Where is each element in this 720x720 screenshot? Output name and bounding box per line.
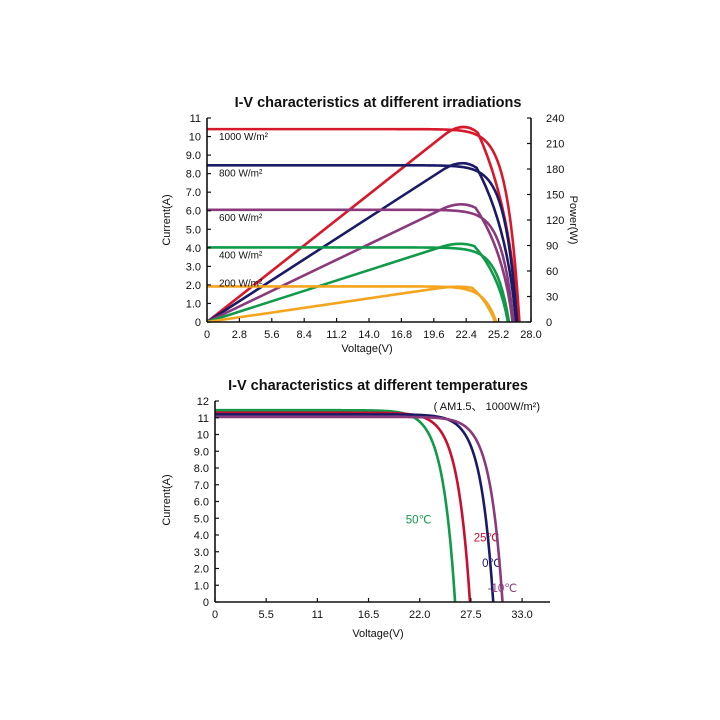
- irradiation-chart-axes: 0 2.8 5.6 8.4 11.2 14.0 16.8 19.6 22.4 25.2 28.001…: [186, 113, 565, 341]
- iv-curve-10: [215, 415, 504, 603]
- x-tick-label: 2.8: [232, 329, 247, 341]
- y2-tick-label: 210: [546, 139, 564, 151]
- x-tick-label: 0: [212, 609, 218, 621]
- x-tick-label: 11: [312, 609, 323, 621]
- irradiation-chart-y2-label: Power(W): [567, 196, 579, 245]
- temperature-chart-series: 50℃ 25℃ 0℃ -10℃: [215, 408, 518, 603]
- temperature-chart-y-label: Current(A): [161, 474, 173, 525]
- series-label-1000-w-m: 1000 W/m²: [219, 132, 269, 143]
- x-tick-label: 8.4: [297, 329, 312, 341]
- x-tick-label: 19.6: [423, 329, 444, 341]
- iv-curve-25: [215, 411, 472, 603]
- y2-tick-label: 90: [546, 241, 558, 253]
- x-tick-label: 16.8: [391, 329, 412, 341]
- power-curve-600-w-m: [206, 203, 514, 324]
- y-tick-label: 8.0: [186, 169, 201, 181]
- y-tick-label: 5.0: [186, 224, 201, 236]
- x-tick-label: 22.0: [409, 609, 430, 621]
- y-tick-label: 5.0: [194, 513, 209, 525]
- y-tick-label: 4.0: [194, 530, 209, 542]
- irradiation-chart-x-label: Voltage(V): [341, 343, 392, 355]
- y2-tick-label: 150: [546, 190, 564, 202]
- y-tick-label: 0: [195, 317, 201, 329]
- y2-tick-label: 240: [546, 113, 564, 125]
- series-label-200-w-m: 200 W/m²: [219, 278, 263, 289]
- iv-curve-0: [215, 413, 495, 603]
- y-tick-label: 9.0: [194, 446, 209, 458]
- y-tick-label: 12: [197, 396, 209, 408]
- y-tick-label: 0: [203, 597, 209, 609]
- irradiation-chart: I-V characteristics at different irradia…: [161, 95, 579, 355]
- series-label-10: -10℃: [488, 583, 518, 595]
- x-tick-label: 0: [204, 329, 210, 341]
- power-curve-400-w-m: [206, 242, 510, 324]
- x-tick-label: 25.2: [488, 329, 509, 341]
- power-curve-800-w-m: [206, 161, 518, 324]
- y2-tick-label: 30: [546, 292, 558, 304]
- series-label-800-w-m: 800 W/m²: [219, 168, 263, 179]
- temperature-chart-axes: 0 5.5 11 16.5 22.0 27.5 33.0 0 1.0 2.0 3.0 4.0 5.0 6.…: [194, 396, 550, 621]
- iv-curve-600-w-m: [207, 208, 515, 323]
- series-label-25: 25℃: [474, 533, 500, 545]
- temperature-chart: I-V characteristics at different tempera…: [161, 378, 550, 640]
- y-tick-label: 2.0: [186, 280, 201, 292]
- y2-tick-label: 120: [546, 215, 564, 227]
- y-tick-label: 11: [190, 113, 201, 125]
- series-label-0: 0℃: [482, 558, 501, 570]
- x-tick-label: 5.6: [264, 329, 279, 341]
- iv-curve-400-w-m: [207, 246, 511, 323]
- iv-curve-50: [215, 408, 457, 603]
- x-tick-label: 11.2: [326, 329, 347, 341]
- series-label-600-w-m: 600 W/m²: [219, 213, 263, 224]
- irradiation-chart-y-label: Current(A): [161, 194, 173, 245]
- x-tick-label: 33.0: [511, 609, 532, 621]
- y2-tick-label: 180: [546, 164, 564, 176]
- x-tick-label: 27.5: [460, 609, 481, 621]
- x-tick-label: 14.0: [358, 329, 379, 341]
- y-tick-label: 7.0: [194, 480, 209, 492]
- temperature-chart-x-label: Voltage(V): [352, 628, 403, 640]
- y-tick-label: 10: [197, 430, 209, 442]
- y-tick-label: 7.0: [186, 187, 201, 199]
- series-label-400-w-m: 400 W/m²: [219, 250, 263, 261]
- irradiation-chart-series: 1000 W/m² 800 W/m² 600 W/m² 400 W/m² 200 W/m…: [206, 125, 521, 324]
- y-tick-label: 6.0: [186, 206, 201, 218]
- y-tick-label: 10: [189, 132, 201, 144]
- x-tick-label: 5.5: [259, 609, 274, 621]
- y-tick-label: 3.0: [186, 261, 201, 273]
- irradiation-chart-title: I-V characteristics at different irradia…: [235, 95, 522, 111]
- y-tick-label: 1.0: [186, 298, 201, 310]
- iv-curve-800-w-m: [207, 163, 519, 323]
- y-tick-label: 3.0: [194, 547, 209, 559]
- y-tick-label: 9.0: [186, 150, 201, 162]
- y-tick-label: 11: [198, 413, 209, 425]
- y2-tick-label: 60: [546, 266, 558, 278]
- series-label-50: 50℃: [406, 514, 432, 526]
- y-tick-label: 1.0: [194, 580, 209, 592]
- y-tick-label: 8.0: [194, 463, 209, 475]
- temperature-chart-title: I-V characteristics at different tempera…: [228, 378, 528, 394]
- y-tick-label: 2.0: [194, 564, 209, 576]
- power-curve-200-w-m: [206, 285, 497, 324]
- x-tick-label: 22.4: [455, 329, 476, 341]
- x-tick-label: 16.5: [358, 609, 379, 621]
- x-tick-label: 28.0: [520, 329, 541, 341]
- y-tick-label: 6.0: [194, 497, 209, 509]
- y-tick-label: 4.0: [186, 243, 201, 255]
- temperature-chart-subtitle: ( AM1.5、 1000W/m²): [434, 401, 540, 413]
- iv-curve-1000-w-m: [207, 127, 521, 323]
- y2-tick-label: 0: [546, 317, 552, 329]
